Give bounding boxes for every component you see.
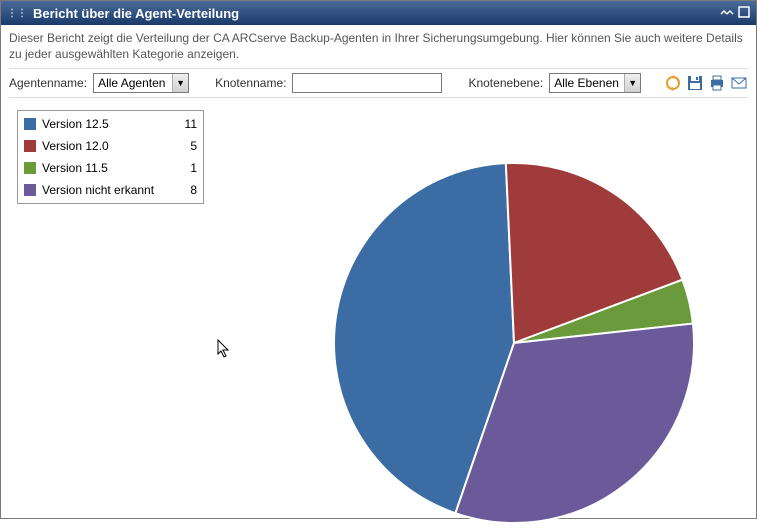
window-controls <box>720 6 750 21</box>
legend-item[interactable]: Version nicht erkannt8 <box>24 179 197 201</box>
chart-area: Version 12.511Version 12.05Version 11.51… <box>9 98 748 528</box>
agent-name-label: Agentenname: <box>9 76 87 90</box>
legend-label: Version 11.5 <box>42 161 177 175</box>
legend-item[interactable]: Version 12.511 <box>24 113 197 135</box>
node-name-label: Knotenname: <box>215 76 286 90</box>
legend-item[interactable]: Version 12.05 <box>24 135 197 157</box>
chart-legend: Version 12.511Version 12.05Version 11.51… <box>17 110 204 204</box>
legend-value: 1 <box>177 161 197 175</box>
collapse-icon[interactable] <box>720 6 734 21</box>
window-title: Bericht über die Agent-Verteilung <box>33 6 720 21</box>
legend-label: Version 12.5 <box>42 117 177 131</box>
node-level-label: Knotenebene: <box>468 76 543 90</box>
save-icon[interactable] <box>686 74 704 92</box>
legend-swatch <box>24 184 36 196</box>
content-area: Dieser Bericht zeigt die Verteilung der … <box>1 25 756 532</box>
legend-value: 5 <box>177 139 197 153</box>
node-level-select-wrap[interactable]: ▼ <box>549 73 641 93</box>
pie-chart <box>329 158 699 531</box>
legend-label: Version nicht erkannt <box>42 183 177 197</box>
filter-bar: Agentenname: ▼ Knotenname: Knotenebene: … <box>9 68 748 98</box>
grip-icon: ⋮⋮ <box>7 8 27 19</box>
refresh-icon[interactable] <box>664 74 682 92</box>
node-level-select[interactable] <box>549 73 641 93</box>
print-icon[interactable] <box>708 74 726 92</box>
report-description: Dieser Bericht zeigt die Verteilung der … <box>9 29 748 68</box>
agent-name-select[interactable] <box>93 73 189 93</box>
maximize-icon[interactable] <box>738 6 750 21</box>
node-name-input[interactable] <box>292 73 442 93</box>
legend-swatch <box>24 140 36 152</box>
agent-name-select-wrap[interactable]: ▼ <box>93 73 189 93</box>
cursor-icon <box>217 339 233 359</box>
legend-swatch <box>24 162 36 174</box>
report-window: ⋮⋮ Bericht über die Agent-Verteilung Die… <box>0 0 757 519</box>
legend-swatch <box>24 118 36 130</box>
toolbar-icons <box>664 74 748 92</box>
legend-value: 8 <box>177 183 197 197</box>
legend-label: Version 12.0 <box>42 139 177 153</box>
titlebar: ⋮⋮ Bericht über die Agent-Verteilung <box>1 1 756 25</box>
legend-value: 11 <box>177 117 197 131</box>
mail-icon[interactable] <box>730 74 748 92</box>
legend-item[interactable]: Version 11.51 <box>24 157 197 179</box>
